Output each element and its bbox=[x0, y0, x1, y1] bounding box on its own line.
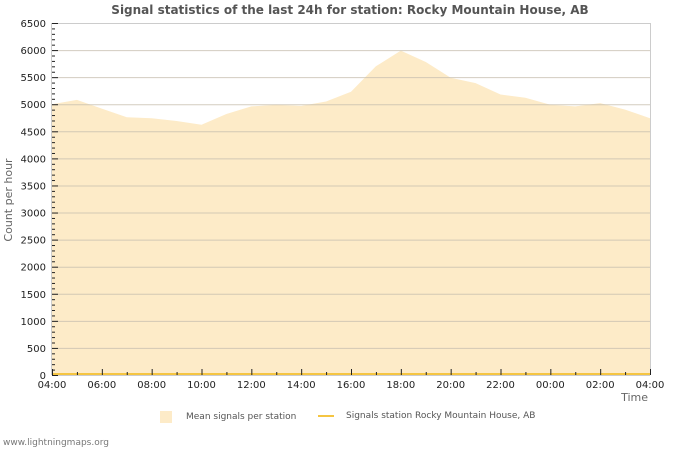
legend-item-mean[interactable]: Mean signals per station bbox=[160, 411, 296, 423]
svg-text:2500: 2500 bbox=[21, 236, 46, 247]
svg-text:22:00: 22:00 bbox=[486, 380, 515, 391]
svg-text:00:00: 00:00 bbox=[536, 380, 565, 391]
svg-text:08:00: 08:00 bbox=[137, 380, 166, 391]
svg-text:20:00: 20:00 bbox=[436, 380, 465, 391]
legend-label: Signals station Rocky Mountain House, AB bbox=[346, 411, 536, 421]
svg-text:6000: 6000 bbox=[21, 46, 46, 57]
svg-text:06:00: 06:00 bbox=[87, 380, 116, 391]
svg-text:6500: 6500 bbox=[21, 19, 46, 30]
svg-text:04:00: 04:00 bbox=[38, 380, 67, 391]
line-swatch-icon bbox=[318, 415, 334, 417]
y-axis-title: Count per hour bbox=[2, 158, 15, 242]
svg-text:4500: 4500 bbox=[21, 127, 46, 138]
svg-text:1000: 1000 bbox=[21, 317, 46, 328]
footer-link[interactable]: www.lightningmaps.org bbox=[3, 438, 109, 448]
y-axis-ticks: 0 500 1000 1500 2000 2500 3000 3500 4000 4500 5000… bbox=[21, 19, 58, 382]
x-axis-ticks: 04:00 06:00 08:00 10:00 12:00 14:00 16:00 18:00… bbox=[38, 369, 665, 391]
legend: Mean signals per station Signals station… bbox=[0, 411, 700, 427]
svg-text:4000: 4000 bbox=[21, 154, 46, 165]
svg-text:3500: 3500 bbox=[21, 181, 46, 192]
svg-text:14:00: 14:00 bbox=[287, 380, 316, 391]
svg-text:1500: 1500 bbox=[21, 290, 46, 301]
x-axis-title: Time bbox=[620, 391, 648, 404]
svg-text:5000: 5000 bbox=[21, 100, 46, 111]
svg-text:16:00: 16:00 bbox=[337, 380, 366, 391]
chart-title: Signal statistics of the last 24h for st… bbox=[111, 3, 589, 17]
svg-text:0: 0 bbox=[40, 371, 46, 382]
legend-label: Mean signals per station bbox=[186, 412, 297, 422]
svg-text:12:00: 12:00 bbox=[237, 380, 266, 391]
svg-text:2000: 2000 bbox=[21, 263, 46, 274]
svg-text:3000: 3000 bbox=[21, 209, 46, 220]
legend-item-station[interactable]: Signals station Rocky Mountain House, AB bbox=[318, 411, 535, 421]
gridlines-overlay bbox=[52, 23, 650, 349]
svg-text:10:00: 10:00 bbox=[187, 380, 216, 391]
svg-text:02:00: 02:00 bbox=[586, 380, 615, 391]
area-swatch-icon bbox=[160, 411, 172, 423]
svg-text:500: 500 bbox=[27, 344, 46, 355]
axes bbox=[51, 23, 651, 376]
svg-text:5500: 5500 bbox=[21, 73, 46, 84]
svg-text:18:00: 18:00 bbox=[386, 380, 415, 391]
svg-text:04:00: 04:00 bbox=[636, 380, 665, 391]
